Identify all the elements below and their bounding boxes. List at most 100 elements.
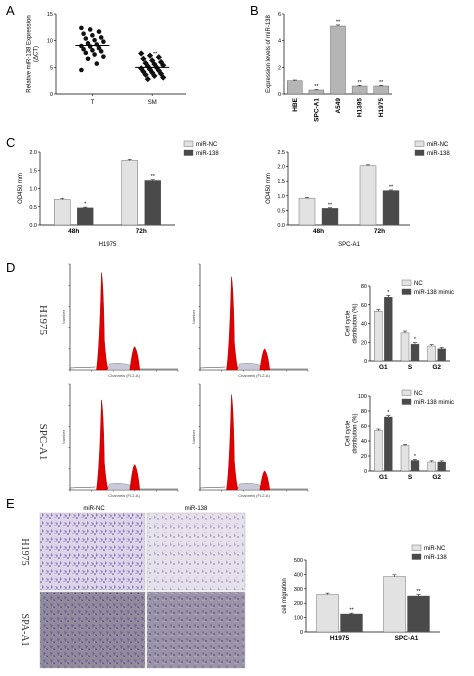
histogram-outline [69,486,178,490]
significance-label: * [387,290,390,296]
bar-chart-d-spca1: 0 20 40 60 80 100 Cell cycle distribution (%) * G… [346,389,454,481]
y-tick-label: 60 [361,424,367,430]
y-axis-label: distribution (%) [353,413,359,453]
y-tick-label: 1.5 [29,168,37,174]
x-tick-label: T [91,100,95,106]
legend-label: miR-138 [424,555,447,561]
y-tick-label: 2.0 [277,165,285,171]
legend-swatch [411,544,422,551]
legend-swatch [411,553,422,560]
data-point-t [85,41,91,46]
y-tick-label: 0.0 [29,223,37,229]
data-point-t [79,43,84,49]
data-point-sm [155,54,162,61]
g2-peak [259,348,271,371]
bar [437,348,446,362]
y-tick-label: 6 [278,12,281,18]
legend-label: miR-NC [196,142,218,148]
y-tick-label: 0 [364,359,367,365]
legend-swatch [401,389,412,396]
y-axis-label: Cell cycle [346,420,352,446]
legend-label: NC [414,281,423,287]
x-tick-label: H1395 [357,98,364,118]
y-tick-label: 200 [294,601,303,607]
bar-chart-d-h1975: 0 20 40 60 80 Cell cycle distribution (%) * G1 * S… [346,279,454,371]
bar-chart-e: 0 100 200 300 400 500 cell migration ** H1975 ** S… [282,544,447,642]
significance-label: * [414,454,417,460]
y-axis-label: cell migration [282,578,288,613]
y-tick-label: 100 [294,616,303,622]
bar [384,297,393,362]
legend-swatch [401,398,412,405]
significance-label: ** [379,80,384,86]
x-tick-label: S [408,474,413,481]
y-tick-label: 0.5 [29,205,37,211]
bar [359,165,377,226]
y-tick-label: 400 [294,572,303,578]
y-axis-label-group: Cell cycle distribution (%) [346,303,359,343]
x-tick-label: 72h [374,228,385,235]
bar [427,345,436,362]
g1-peak [96,272,109,371]
panel-letter-a: A [6,3,15,18]
significance-label: ** [151,174,156,180]
data-point-t [101,54,106,59]
g2-peak [129,346,141,371]
histogram-outline [69,366,178,370]
y-tick-label: 1.0 [29,187,37,193]
data-point-t [81,31,86,37]
y-tick-label: 0.0 [277,223,285,229]
y-tick-label: 40 [361,322,367,328]
bar [340,613,363,633]
y-tick-label: 15 [47,12,53,18]
y-axis-label-group: Expression levels of miR-138 [266,14,272,92]
y-axis-label-group: Cell cycle distribution (%) [346,413,359,453]
bar [374,311,383,362]
y-tick-label: 0 [50,92,53,98]
bar [400,332,410,362]
histogram-outline [199,366,308,370]
x-tick-label: A549 [335,98,342,114]
g2-peak [259,470,271,491]
panel-letter-d: D [6,260,15,275]
bar [121,160,138,226]
y-tick-label: 20 [361,340,367,346]
significance-label: ** [153,51,158,57]
x-tick-label: 48h [68,228,79,235]
x-tick-label: G2 [432,474,441,481]
y-tick-label: 5 [50,65,53,71]
y-axis-label-group: cell migration [282,578,288,613]
legend-swatch [414,140,425,147]
significance-label: ** [357,80,362,86]
bar-chart-b: 0 2 4 6 Expression levels of miR-138 HBE ** SPC… [266,12,392,122]
y-tick-label: 1.0 [277,194,285,200]
legend-swatch [183,149,194,156]
data-point-sm [138,50,145,57]
data-point-t [79,67,84,73]
y-axis-label-group: Relative miR-138 Expression (ΔCT) [27,15,40,92]
flow-cytometry-histograms: Channels (FL2-A) Number Channels (FL2-A) Nu… [61,263,309,498]
histogram-x-label: Channels (FL2-A) [238,493,270,498]
g1-peak [226,394,239,491]
micrograph-h1975-138 [146,512,246,591]
bar [321,208,339,226]
histogram-y-label: Number [191,309,196,324]
x-tick-label: SPC-A1 [395,635,419,642]
significance-label: * [84,202,87,208]
panel-letter-e: E [6,496,15,511]
x-tick-label: G2 [432,364,441,371]
x-axis-label: SPC-A1 [338,242,360,248]
x-tick-label: H1975 [378,98,385,118]
micrograph-row-label-spa: SPA-A1 [19,614,30,647]
x-tick-label: S [408,364,413,371]
data-point-sm [151,72,158,79]
histogram-y-label: Number [61,429,66,444]
bar [383,576,406,633]
bar [298,197,316,226]
y-tick-label: 2 [278,65,281,71]
y-tick-label: 10 [47,39,53,45]
data-point-t [98,35,104,40]
legend-label: miR-138 mimic [414,290,454,296]
bar [308,89,325,95]
